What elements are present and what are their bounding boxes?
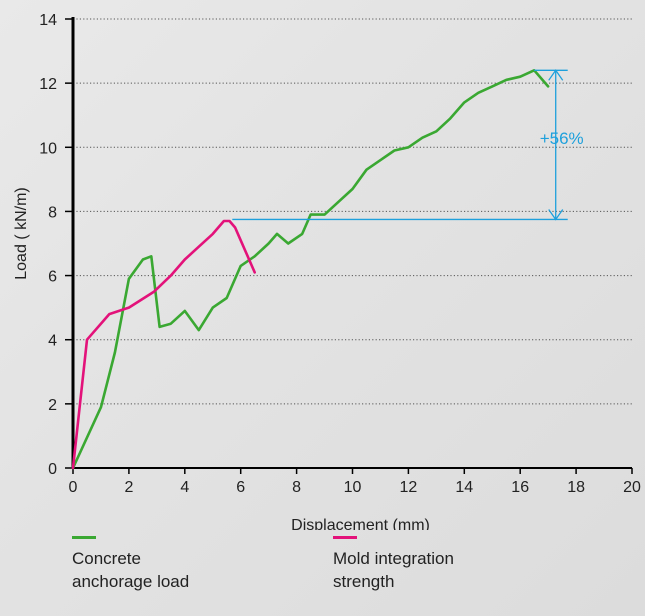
- legend-swatch-mold: [333, 536, 357, 539]
- y-tick-label-14: 14: [39, 12, 57, 29]
- grid-lines: [73, 18, 632, 405]
- x-tick-label-20: 20: [623, 479, 641, 496]
- tick-labels: 0 2 4 6 8 10 12 14 0 2 4 6 8 10 12 14 16 18 20: [39, 12, 641, 496]
- y-tick-label-6: 6: [48, 269, 57, 286]
- y-tick-label-12: 12: [39, 76, 57, 93]
- x-tick-label-4: 4: [180, 479, 189, 496]
- x-tick-label-6: 6: [236, 479, 245, 496]
- legend-item-concrete: Concrete anchorage load: [72, 536, 189, 593]
- legend-label-concrete-line2: anchorage load: [72, 572, 190, 591]
- x-axis-title: Displacement (mm): [291, 517, 430, 530]
- arrow-head-up: [548, 69, 564, 81]
- x-tick-label-8: 8: [292, 479, 301, 496]
- y-axis-title: Load ( kN/m): [13, 187, 30, 279]
- x-tick-label-2: 2: [124, 479, 133, 496]
- data-series: [71, 69, 550, 470]
- x-tick-label-12: 12: [400, 479, 418, 496]
- legend-item-mold: Mold integration strength: [333, 536, 454, 593]
- y-tick-label-2: 2: [48, 397, 57, 414]
- series-line-mold: [71, 219, 256, 470]
- legend-label-concrete-line1: Concrete: [72, 549, 141, 568]
- line-chart: 0 2 4 6 8 10 12 14 0 2 4 6 8 10 12 14 16 18 20 +56% Displa…: [13, 12, 641, 530]
- x-tick-label-18: 18: [567, 479, 585, 496]
- y-tick-label-4: 4: [48, 333, 57, 350]
- y-tick-label-0: 0: [48, 461, 57, 478]
- x-tick-label-0: 0: [69, 479, 78, 496]
- x-tick-label-16: 16: [511, 479, 529, 496]
- legend-label-mold-line1: Mold integration: [333, 549, 454, 568]
- legend-swatch-concrete: [72, 536, 96, 539]
- increase-annotation: +56%: [232, 69, 584, 221]
- arrow-head-down: [548, 209, 564, 221]
- axes: [65, 17, 633, 474]
- legend-label-mold-line2: strength: [333, 572, 395, 591]
- x-tick-label-10: 10: [344, 479, 362, 496]
- y-tick-label-8: 8: [48, 204, 57, 221]
- increase-label: +56%: [540, 129, 584, 148]
- series-line-concrete: [71, 69, 550, 470]
- y-tick-label-10: 10: [39, 140, 57, 157]
- x-tick-label-14: 14: [455, 479, 473, 496]
